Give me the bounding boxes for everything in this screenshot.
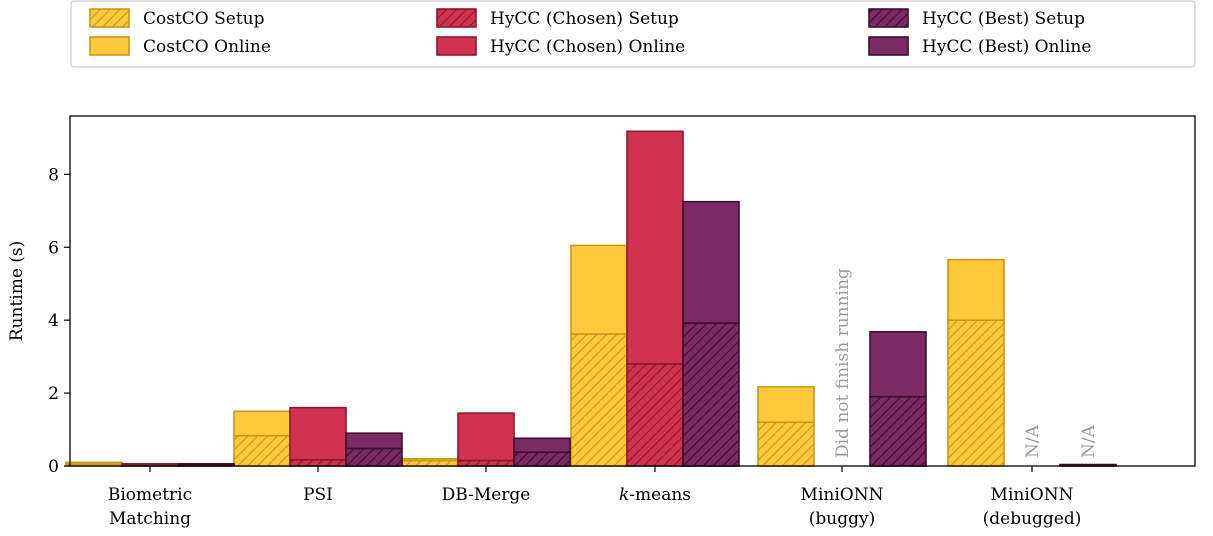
y-tick-label-3: 6	[48, 238, 59, 258]
bar-costco-setup-2	[401, 459, 459, 467]
bar-best-setup-1	[345, 447, 403, 467]
annotation-0: Did not finish running	[833, 268, 853, 458]
bar-chosen-setup-1	[289, 459, 347, 467]
bar-best-online-2	[513, 437, 571, 453]
bar-costco-online-1	[233, 410, 291, 437]
legend-label-0: CostCO Setup	[143, 9, 265, 29]
legend-label-5: HyCC (Best) Online	[922, 37, 1091, 57]
x-axis: Biometric Matching PSI DB-Merge k-means MiniO…	[108, 466, 1082, 529]
legend-frame	[70, 0, 1196, 68]
bar-costco-online-2	[401, 457, 459, 462]
x-tick-label-3: k-means	[619, 485, 691, 505]
bar-best-setup-4	[869, 395, 927, 467]
bar-costco-setup-1	[233, 434, 291, 467]
bar-chosen-online-3	[626, 130, 684, 365]
bar-costco-setup-5	[947, 319, 1005, 467]
bar-best-online-1	[345, 432, 403, 450]
bar-costco-online-4	[757, 386, 815, 424]
bar-best-online-3	[682, 200, 740, 324]
bar-best-online-5	[1059, 463, 1117, 467]
bar-costco-online-0	[65, 461, 123, 465]
legend-swatch-3	[89, 36, 130, 56]
bar-chosen-online-1	[289, 406, 347, 461]
annotation-1: N/A	[1023, 424, 1043, 458]
legend-swatch-2	[868, 8, 909, 28]
legend-swatch-5	[868, 36, 909, 56]
x-tick-label-1: PSI	[303, 485, 333, 505]
annotation-2: N/A	[1079, 424, 1099, 458]
legend-swatch-1	[436, 8, 477, 28]
x-tick-label-0-line1: Matching	[109, 509, 191, 529]
bar-best-setup-3	[682, 322, 740, 467]
legend-label-4: HyCC (Chosen) Online	[490, 37, 685, 57]
y-tick-label-4: 8	[48, 165, 59, 185]
bar-costco-setup-4	[757, 421, 815, 467]
legend-swatch-4	[436, 36, 477, 56]
x-tick-label-2: DB-Merge	[442, 485, 531, 505]
bar-best-setup-2	[513, 451, 571, 467]
x-tick-label-4-line0: MiniONN	[801, 485, 884, 505]
bar-costco-online-5	[947, 258, 1005, 321]
legend: CostCO Setup HyCC (Chosen) Setup HyCC (Bes…	[70, 0, 1196, 68]
bars	[65, 130, 1117, 467]
legend-label-3: CostCO Online	[143, 37, 271, 57]
y-axis: 0 2 4 6 8	[48, 165, 70, 477]
x-tick-label-4-line1: (buggy)	[809, 509, 875, 529]
bar-costco-setup-3	[570, 333, 628, 467]
bar-chosen-online-0	[121, 463, 179, 467]
x-tick-label-5-line1: (debugged)	[983, 509, 1082, 529]
legend-swatch-0	[89, 8, 130, 28]
y-tick-label-1: 2	[48, 384, 59, 404]
bar-best-online-0	[177, 463, 235, 467]
y-tick-label-2: 4	[48, 311, 59, 331]
x-tick-label-5-line0: MiniONN	[991, 485, 1074, 505]
bar-chosen-setup-2	[457, 459, 515, 467]
bar-best-online-4	[869, 331, 927, 398]
y-axis-label: Runtime (s)	[7, 241, 27, 342]
legend-label-2: HyCC (Best) Setup	[922, 9, 1085, 29]
plot-frame	[69, 115, 1196, 467]
annotations: Did not finish running N/A N/A	[833, 268, 1099, 458]
legend-label-1: HyCC (Chosen) Setup	[490, 9, 679, 29]
bar-chosen-setup-3	[626, 363, 684, 467]
y-tick-label-0: 0	[48, 457, 59, 477]
x-tick-label-0-line0: Biometric	[108, 485, 192, 505]
bar-costco-online-3	[570, 244, 628, 335]
bar-chosen-online-2	[457, 412, 515, 462]
